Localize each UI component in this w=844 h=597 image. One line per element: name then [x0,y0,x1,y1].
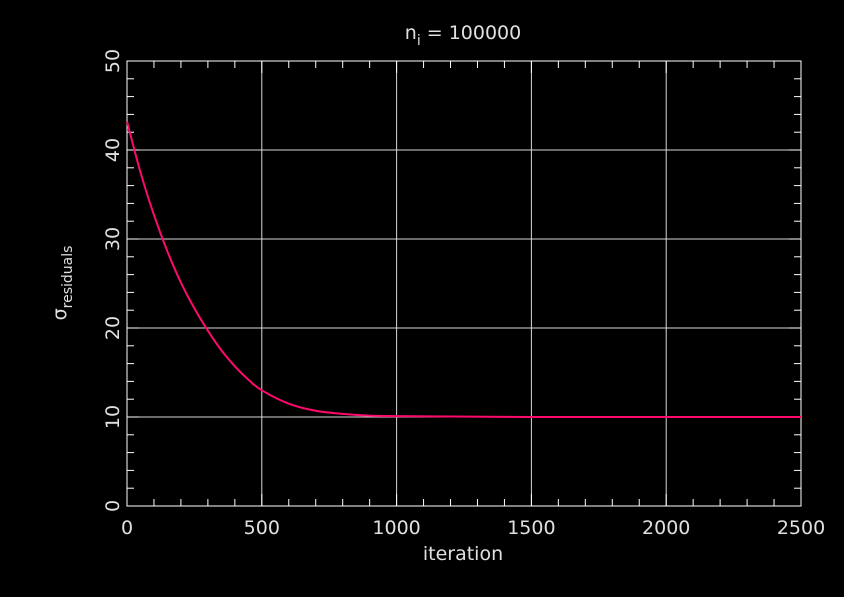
x-tick-label: 0 [121,517,133,539]
chart-title-subscript: i [417,33,421,49]
chart-title-rest: = 100000 [421,22,522,44]
minor-ticks [126,60,802,507]
y-axis-title-subscript: residuals [60,246,76,309]
chart-title: ni = 100000 [405,22,521,49]
y-tick-label: 40 [102,138,124,162]
y-axis-title-base: σ [49,308,71,320]
x-tick-label: 500 [244,517,280,539]
x-tick-label: 2000 [642,517,690,539]
series-line [126,121,801,419]
y-axis-title: σresiduals [49,246,76,321]
x-tick-label: 2500 [777,517,825,539]
y-tick-labels: 0 10 20 30 40 50 [102,49,124,512]
grid-lines [126,60,802,507]
y-tick-label: 0 [102,500,124,512]
y-tick-label: 30 [102,227,124,251]
y-tick-label: 20 [102,316,124,340]
plot-frame [126,60,802,507]
x-tick-label: 1500 [507,517,555,539]
x-axis-title: iteration [423,543,503,565]
y-tick-label: 10 [102,405,124,429]
chart-title-base: n [405,22,417,44]
y-tick-label: 50 [102,49,124,73]
x-tick-labels: 0 500 1000 1500 2000 2500 [121,517,825,539]
x-tick-label: 1000 [372,517,420,539]
